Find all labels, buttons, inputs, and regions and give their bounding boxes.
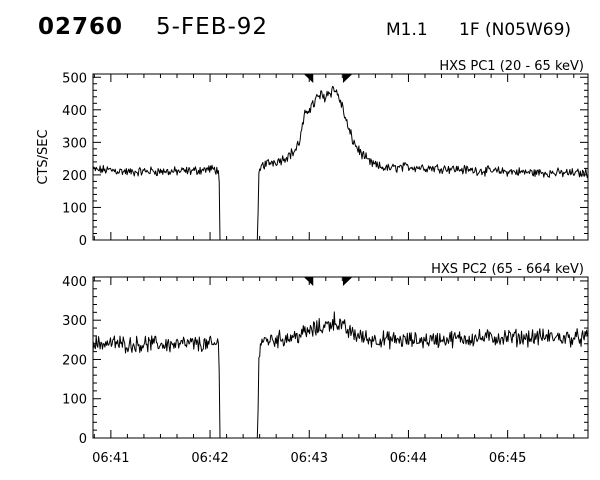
pc2-ytick-label: 400	[62, 275, 87, 290]
x-axis-time-label: 06:43	[291, 451, 328, 466]
pc1-ytick-label: 200	[62, 169, 87, 184]
pc1-ytick-label: 400	[62, 104, 87, 119]
flare-class: M1.1	[386, 20, 428, 40]
pc2-plot-frame	[92, 276, 589, 439]
event-id: 02760	[38, 14, 124, 40]
pc2-count-rate-line	[92, 311, 588, 439]
pc1-plot-frame	[92, 73, 589, 241]
pc2-channel-label: HXS PC2 (65 - 664 keV)	[431, 262, 584, 277]
flare-location: 1F (N05W69)	[459, 20, 572, 40]
x-axis-time-label: 06:42	[191, 451, 228, 466]
pc2-ytick-label: 300	[62, 314, 87, 329]
pc1-ytick-label: 300	[62, 136, 87, 151]
pc1-count-rate-line	[92, 85, 588, 241]
y-axis-label: CTS/SEC	[36, 129, 51, 184]
pc2-ytick-label: 0	[79, 432, 87, 447]
pc2-interval-marker	[303, 276, 314, 286]
pc1-channel-label: HXS PC1 (20 - 65 keV)	[439, 59, 584, 74]
x-axis-time-label: 06:44	[390, 451, 427, 466]
pc1-ytick-label: 500	[62, 71, 87, 86]
pc2-ytick-label: 200	[62, 353, 87, 368]
event-date: 5-FEB-92	[156, 14, 269, 40]
x-axis-time-label: 06:45	[489, 451, 526, 466]
pc2-interval-marker	[342, 276, 353, 286]
pc1-ytick-label: 100	[62, 201, 87, 216]
pc1-interval-marker	[303, 73, 314, 83]
pc2-ytick-label: 100	[62, 393, 87, 408]
x-axis-time-label: 06:41	[92, 451, 129, 466]
pc1-interval-marker	[342, 73, 353, 83]
pc1-ytick-label: 0	[79, 234, 87, 249]
